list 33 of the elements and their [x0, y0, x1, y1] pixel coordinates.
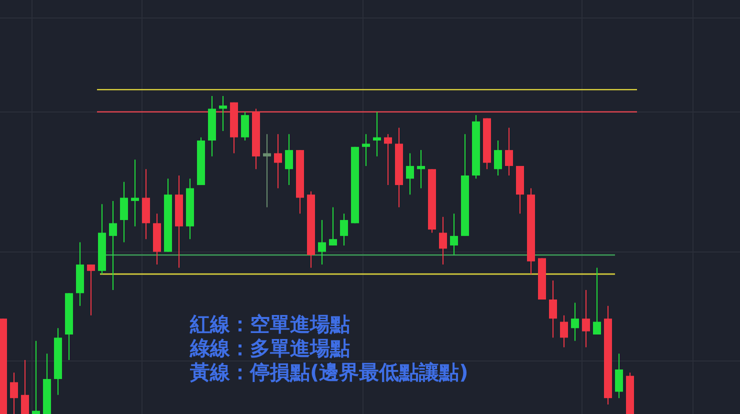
- annotation: 黃線：停損點(邊界最低點讓點): [189, 360, 468, 384]
- candlestick: [615, 353, 623, 399]
- candlestick: [131, 159, 139, 227]
- candlestick: [494, 140, 502, 176]
- candlestick: [439, 216, 447, 266]
- candlestick: [241, 111, 249, 142]
- candlestick: [406, 152, 414, 196]
- candlestick: [219, 96, 227, 132]
- candlestick: [340, 213, 348, 246]
- candlestick: [582, 289, 590, 348]
- candlestick: [362, 134, 370, 166]
- candlestick: [274, 134, 282, 189]
- candlestick: [373, 111, 381, 157]
- candlestick: [10, 372, 18, 414]
- candlestick: [32, 340, 40, 414]
- candlestick: [417, 150, 425, 189]
- candlestick: [87, 264, 95, 316]
- candlestick: [384, 134, 392, 186]
- candlestick: [549, 280, 557, 338]
- annotation: 綠線：多單進場點: [189, 336, 350, 360]
- annotation: 紅線：空單進場點: [189, 312, 350, 336]
- candlestick: [263, 134, 271, 208]
- candlestick: [109, 200, 117, 290]
- candlestick: [120, 181, 128, 243]
- candlestick: [285, 134, 293, 186]
- candlestick: [593, 267, 601, 335]
- candlestick: [450, 213, 458, 256]
- candlestick: [318, 220, 326, 266]
- candlestick: [560, 314, 568, 348]
- candlestick: [21, 359, 29, 414]
- candlestick: [571, 302, 579, 342]
- candlestick: [329, 206, 337, 246]
- candlestick: [505, 127, 513, 176]
